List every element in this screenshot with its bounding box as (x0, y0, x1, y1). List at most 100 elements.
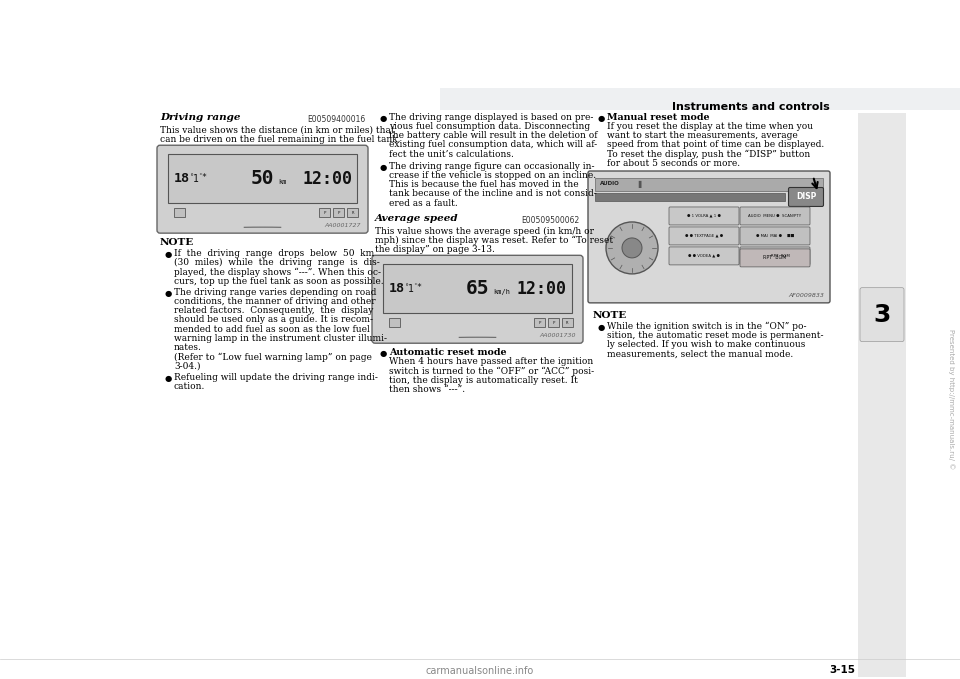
FancyBboxPatch shape (740, 227, 810, 245)
FancyBboxPatch shape (588, 171, 830, 303)
Text: then shows “---”.: then shows “---”. (389, 385, 466, 394)
Text: ●: ● (380, 163, 387, 172)
Text: This is because the fuel has moved in the: This is because the fuel has moved in th… (389, 180, 579, 189)
Text: Manual reset mode: Manual reset mode (607, 113, 709, 122)
Bar (548, 318, 559, 327)
Bar (389, 318, 400, 327)
Text: °: ° (190, 174, 194, 180)
Text: switch is turned to the “OFF” or “ACC” posi-: switch is turned to the “OFF” or “ACC” p… (389, 367, 594, 376)
Text: This value shows the distance (in km or miles) that: This value shows the distance (in km or … (160, 126, 395, 135)
Bar (595, 178, 823, 191)
Bar (347, 208, 358, 217)
Bar (319, 208, 330, 217)
Text: °: ° (198, 173, 202, 179)
Text: ●: ● (165, 289, 172, 298)
FancyBboxPatch shape (669, 227, 739, 245)
Text: °: ° (405, 284, 409, 290)
Text: AF0009833: AF0009833 (788, 293, 824, 298)
Text: nates.: nates. (174, 343, 202, 352)
Text: 3-15: 3-15 (829, 665, 855, 675)
Text: km/h: km/h (493, 289, 511, 295)
Bar (174, 208, 185, 217)
Bar (562, 318, 573, 327)
Bar (858, 113, 906, 677)
Text: ●: ● (380, 349, 387, 359)
Text: ▐: ▐ (635, 181, 640, 187)
Text: 65: 65 (466, 279, 490, 298)
Text: the battery cable will result in the deletion of: the battery cable will result in the del… (389, 131, 597, 141)
Text: 12:00: 12:00 (517, 280, 567, 298)
Text: E00509400016: E00509400016 (307, 115, 365, 124)
Text: km: km (278, 179, 287, 185)
Bar (383, 264, 572, 314)
Text: ● ● VODEA ▲ ●: ● ● VODEA ▲ ● (688, 254, 720, 258)
Text: mph) since the display was reset. Refer to “To reset: mph) since the display was reset. Refer … (375, 236, 613, 245)
Text: (30  miles)  while  the  driving  range  is  dis-: (30 miles) while the driving range is di… (174, 258, 380, 268)
Text: for about 5 seconds or more.: for about 5 seconds or more. (607, 159, 740, 168)
Text: related factors.  Consequently,  the  display: related factors. Consequently, the displ… (174, 306, 373, 315)
Text: 18: 18 (389, 282, 405, 295)
Text: 3: 3 (874, 303, 891, 327)
Bar (595, 193, 785, 201)
Text: DISP: DISP (796, 192, 816, 202)
Text: AA0001730: AA0001730 (540, 333, 576, 338)
Text: While the ignition switch is in the “ON” po-: While the ignition switch is in the “ON”… (607, 322, 806, 331)
Text: The driving range displayed is based on pre-: The driving range displayed is based on … (389, 113, 593, 122)
Text: ● MAI  MAI ●    ■■: ● MAI MAI ● ■■ (756, 234, 794, 238)
Text: ●: ● (165, 373, 172, 382)
FancyBboxPatch shape (788, 187, 824, 206)
Text: The driving range figure can occasionally in-: The driving range figure can occasionall… (389, 162, 594, 171)
Text: carmanualsonline.info: carmanualsonline.info (426, 666, 534, 676)
Text: curs, top up the fuel tank as soon as possible.: curs, top up the fuel tank as soon as po… (174, 276, 384, 286)
Text: P: P (337, 211, 340, 215)
FancyBboxPatch shape (669, 207, 739, 225)
Text: *: * (416, 283, 421, 293)
Text: P: P (552, 321, 555, 325)
Text: NOTE: NOTE (160, 238, 194, 247)
Text: mended to add fuel as soon as the low fuel: mended to add fuel as soon as the low fu… (174, 325, 370, 333)
Circle shape (622, 238, 642, 258)
FancyBboxPatch shape (740, 207, 810, 225)
Text: measurements, select the manual mode.: measurements, select the manual mode. (607, 350, 793, 359)
Text: AUDIO  MENU ●  SCAN/PTY: AUDIO MENU ● SCAN/PTY (749, 214, 802, 218)
Text: When 4 hours have passed after the ignition: When 4 hours have passed after the ignit… (389, 357, 593, 367)
Text: vious fuel consumption data. Disconnecting: vious fuel consumption data. Disconnecti… (389, 122, 590, 131)
Bar (534, 318, 545, 327)
Text: Refueling will update the driving range indi-: Refueling will update the driving range … (174, 373, 378, 382)
Text: To reset the display, push the “DISP” button: To reset the display, push the “DISP” bu… (607, 149, 810, 159)
Text: tion, the display is automatically reset. It: tion, the display is automatically reset… (389, 375, 578, 385)
Text: existing fuel consumption data, which will af-: existing fuel consumption data, which wi… (389, 141, 597, 149)
Text: crease if the vehicle is stopped on an incline.: crease if the vehicle is stopped on an i… (389, 171, 596, 180)
Text: ●: ● (380, 114, 387, 123)
Text: warning lamp in the instrument cluster illumi-: warning lamp in the instrument cluster i… (174, 334, 387, 343)
Text: Automatic reset mode: Automatic reset mode (389, 348, 507, 357)
Text: RPT  BGM: RPT BGM (760, 254, 789, 258)
FancyBboxPatch shape (669, 247, 739, 265)
Text: Driving range: Driving range (160, 113, 241, 122)
Text: 18: 18 (174, 172, 190, 185)
Text: *: * (201, 173, 206, 182)
Text: the display” on page 3-13.: the display” on page 3-13. (375, 245, 494, 254)
Bar (333, 208, 344, 217)
FancyBboxPatch shape (157, 145, 368, 233)
Text: ●: ● (598, 323, 605, 332)
Text: AUDIO: AUDIO (600, 181, 620, 187)
Text: Presented by http://mmc-manuals.ru/ ©: Presented by http://mmc-manuals.ru/ © (948, 329, 954, 470)
Text: 1: 1 (408, 284, 414, 294)
FancyBboxPatch shape (372, 255, 583, 343)
Text: ●: ● (598, 114, 605, 123)
Text: speed from that point of time can be displayed.: speed from that point of time can be dis… (607, 141, 825, 149)
Text: (Refer to “Low fuel warning lamp” on page: (Refer to “Low fuel warning lamp” on pag… (174, 352, 372, 361)
FancyBboxPatch shape (740, 249, 810, 267)
FancyBboxPatch shape (860, 288, 904, 342)
Text: cation.: cation. (174, 382, 205, 391)
Text: conditions, the manner of driving and other: conditions, the manner of driving and ot… (174, 297, 375, 306)
Text: 3-04.): 3-04.) (174, 361, 201, 371)
Text: If you reset the display at the time when you: If you reset the display at the time whe… (607, 122, 813, 131)
Text: ● 1 VOLRA ▲ 1 ●: ● 1 VOLRA ▲ 1 ● (687, 214, 721, 218)
Text: tank because of the incline and is not consid-: tank because of the incline and is not c… (389, 189, 597, 198)
Circle shape (606, 222, 658, 274)
Text: E00509500062: E00509500062 (521, 216, 580, 225)
FancyBboxPatch shape (740, 247, 810, 265)
Text: Instruments and controls: Instruments and controls (672, 102, 830, 112)
